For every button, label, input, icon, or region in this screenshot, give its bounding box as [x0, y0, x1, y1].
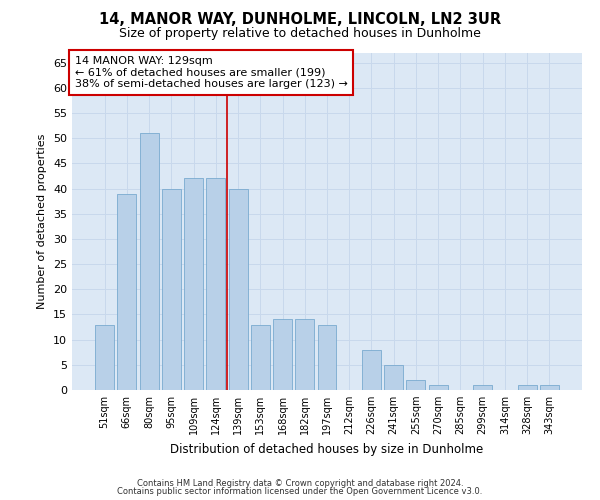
Bar: [317, 324, 337, 390]
Bar: [295, 320, 314, 390]
Bar: [273, 320, 292, 390]
Bar: [95, 324, 114, 390]
Bar: [162, 188, 181, 390]
Bar: [384, 365, 403, 390]
Bar: [473, 385, 492, 390]
Text: 14 MANOR WAY: 129sqm
← 61% of detached houses are smaller (199)
38% of semi-deta: 14 MANOR WAY: 129sqm ← 61% of detached h…: [74, 56, 347, 89]
Y-axis label: Number of detached properties: Number of detached properties: [37, 134, 47, 309]
Bar: [540, 385, 559, 390]
Bar: [251, 324, 270, 390]
Bar: [118, 194, 136, 390]
Text: 14, MANOR WAY, DUNHOLME, LINCOLN, LN2 3UR: 14, MANOR WAY, DUNHOLME, LINCOLN, LN2 3U…: [99, 12, 501, 28]
Bar: [184, 178, 203, 390]
Bar: [406, 380, 425, 390]
Bar: [229, 188, 248, 390]
Bar: [206, 178, 225, 390]
Bar: [140, 133, 158, 390]
Bar: [429, 385, 448, 390]
Text: Contains HM Land Registry data © Crown copyright and database right 2024.: Contains HM Land Registry data © Crown c…: [137, 478, 463, 488]
X-axis label: Distribution of detached houses by size in Dunholme: Distribution of detached houses by size …: [170, 442, 484, 456]
Text: Size of property relative to detached houses in Dunholme: Size of property relative to detached ho…: [119, 28, 481, 40]
Text: Contains public sector information licensed under the Open Government Licence v3: Contains public sector information licen…: [118, 487, 482, 496]
Bar: [362, 350, 381, 390]
Bar: [518, 385, 536, 390]
